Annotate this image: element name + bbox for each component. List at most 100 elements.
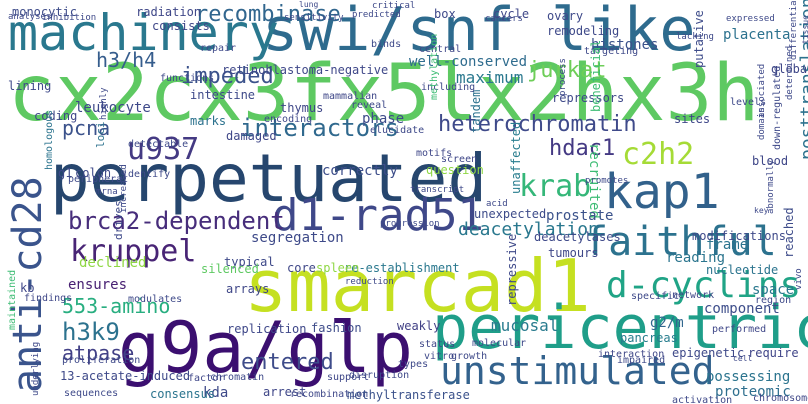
word-frame: frame: [706, 237, 749, 253]
word-reached: reached: [782, 207, 796, 258]
word-coding: coding: [34, 109, 78, 123]
word-d1: d1-rad51: [272, 190, 484, 241]
word-hetero: heterochromatin: [438, 112, 637, 137]
word-deacet2: deacetylases: [534, 230, 621, 244]
word-analyses: analyses: [8, 12, 52, 22]
word-acid: acid: [486, 199, 508, 209]
word-key: key: [754, 206, 769, 215]
word-reest: re-establishment: [344, 261, 460, 275]
word-recomb: recombinase: [195, 2, 341, 27]
word-g1: g1: [58, 166, 73, 180]
word-vitro: vitro: [424, 351, 455, 362]
word-brca: brca2-dependent: [68, 207, 285, 235]
word-activ: activation: [672, 395, 733, 404]
word-central: central: [419, 44, 462, 55]
word-putative: putative: [692, 10, 706, 68]
word-abnormally: abnormally: [766, 159, 776, 214]
word-intestine: intestine: [190, 88, 256, 102]
word-increased: increased: [119, 164, 129, 213]
word-consists: consists: [152, 19, 210, 33]
word-expressed: expressed: [726, 14, 775, 24]
word-repressive: repressive: [505, 233, 519, 306]
word-prostate: prostate: [546, 208, 614, 224]
word-progress: progression: [380, 219, 440, 229]
word-epig: epigenetic: [672, 346, 745, 360]
word-smarc: smarcad1: [244, 244, 591, 328]
word-interact: interaction: [598, 349, 665, 360]
word-remod: remodeling: [547, 24, 620, 38]
word-core: core: [287, 261, 316, 275]
word-arrays: arrays: [226, 282, 270, 296]
word-proteom: proteomic: [715, 384, 791, 400]
word-peripheral: peripheral: [68, 174, 129, 185]
word-question: question: [426, 163, 484, 177]
word-homolog: homologous: [44, 109, 55, 170]
word-targeting: targeting: [584, 46, 639, 57]
word-differential: differential: [789, 0, 799, 60]
word-motifs: motifs: [416, 148, 453, 159]
word-weakly: weakly: [397, 319, 441, 333]
word-thymus: thymus: [280, 101, 324, 115]
word-modulates: modulates: [128, 294, 183, 305]
word-disrupt: disruption: [349, 370, 410, 381]
word-faith: faithful: [584, 219, 777, 265]
word-13acet: 13-acetate-induced: [60, 369, 191, 383]
word-ensures: ensures: [68, 277, 128, 293]
word-status: status: [419, 339, 456, 350]
word-kap1: kap1: [604, 164, 720, 220]
word-specific: specific: [631, 291, 680, 302]
word-mrna: mrna: [96, 187, 118, 197]
word-arrest: arrest: [263, 385, 307, 399]
word-including: including: [421, 82, 476, 93]
word-growth: growth: [451, 351, 488, 362]
word-possess: possessing: [706, 369, 791, 385]
word-predicted: predicted: [352, 10, 401, 20]
word-beneficial: beneficial: [589, 39, 603, 112]
word-imped: impeded: [181, 64, 274, 89]
word-ovary: ovary: [547, 9, 584, 23]
word-peri: pericentric: [432, 293, 808, 363]
word-cancers: cancers: [485, 14, 523, 24]
word-region: region: [755, 295, 792, 306]
word-deacet: deacetylation: [458, 219, 599, 240]
word-h3h4: h3/h4: [96, 48, 157, 72]
word-553-amino: 553-amino: [62, 294, 171, 318]
word-colon: colon: [75, 166, 112, 180]
word-marks: marks: [190, 114, 227, 128]
word-tandem: tandem: [469, 89, 483, 133]
word-placenta: placenta: [723, 27, 791, 43]
word-tumours: tumours: [548, 246, 599, 260]
word-levels: levels: [730, 97, 767, 108]
word-factor: factor: [188, 373, 225, 384]
word-chromos: chromosome: [753, 393, 808, 404]
word-monoc: monocytic: [12, 5, 78, 19]
word-g2m: g2/m: [650, 315, 684, 331]
word-prolif: proliferation: [62, 355, 141, 366]
word-methylation: methylation: [429, 33, 440, 100]
word-inhib: inhibition: [42, 13, 97, 23]
word-lacking: lacking: [676, 32, 714, 42]
word-process: process: [558, 58, 568, 96]
word-damaged: damaged: [226, 129, 277, 143]
word-underlying: underlying: [31, 341, 41, 396]
word-encoding: encoding: [264, 114, 313, 125]
word-consens: consensus: [150, 387, 216, 401]
word-correct: correctly: [322, 163, 398, 179]
word-global: global: [771, 62, 808, 76]
word-cell: cell: [733, 354, 753, 363]
word-identify: identify: [122, 169, 171, 180]
word-blood: blood: [752, 154, 789, 168]
word-box: box: [434, 7, 456, 21]
word-retino: retinoblastoma-negative: [222, 63, 389, 77]
word-elucid: elucidate: [370, 125, 425, 136]
word-modif: modifications: [692, 229, 786, 243]
word-comp: component: [704, 301, 780, 317]
word-impaired: impaired: [617, 355, 666, 366]
word-atpase: atpase: [62, 341, 135, 365]
word-kda: kda: [203, 385, 229, 401]
word-loci: loci: [94, 121, 107, 149]
word-support: support: [327, 372, 370, 383]
word-recomb2: recombination: [290, 389, 369, 400]
word-sites: sites: [674, 112, 711, 126]
word-types: types: [398, 359, 429, 370]
